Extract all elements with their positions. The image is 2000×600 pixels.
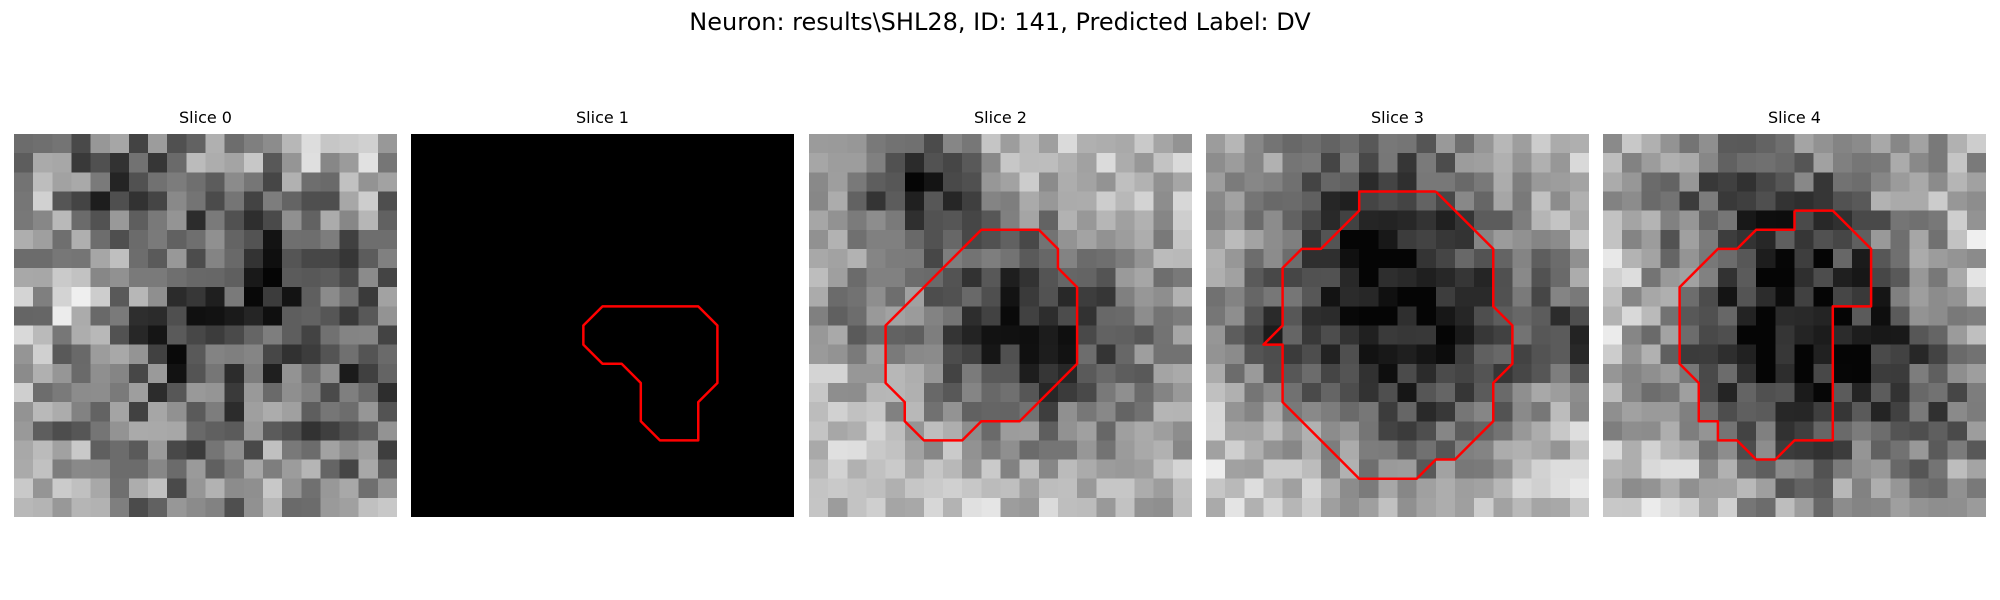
slice-title-4: Slice 4 bbox=[1768, 108, 1821, 127]
slice-panel-0: Slice 0 bbox=[14, 108, 397, 517]
slice-image-3 bbox=[1206, 134, 1589, 517]
slice-image-1 bbox=[411, 134, 794, 517]
slice-title-0: Slice 0 bbox=[179, 108, 232, 127]
neuron-contour bbox=[582, 305, 719, 442]
neuron-contour bbox=[1262, 190, 1514, 480]
slice-image-4 bbox=[1603, 134, 1986, 517]
slice-title-2: Slice 2 bbox=[974, 108, 1027, 127]
slice-image-0 bbox=[14, 134, 397, 517]
slice-title-3: Slice 3 bbox=[1371, 108, 1424, 127]
slice-panel-2: Slice 2 bbox=[809, 108, 1192, 517]
slice-panel-4: Slice 4 bbox=[1603, 108, 1986, 517]
figure-title: Neuron: results\SHL28, ID: 141, Predicte… bbox=[689, 8, 1311, 36]
neuron-contour bbox=[884, 228, 1079, 442]
slice-panel-3: Slice 3 bbox=[1206, 108, 1589, 517]
slice-image-2 bbox=[809, 134, 1192, 517]
slice-title-1: Slice 1 bbox=[576, 108, 629, 127]
slice-panel-1: Slice 1 bbox=[411, 108, 794, 517]
neuron-contour bbox=[1678, 209, 1873, 461]
